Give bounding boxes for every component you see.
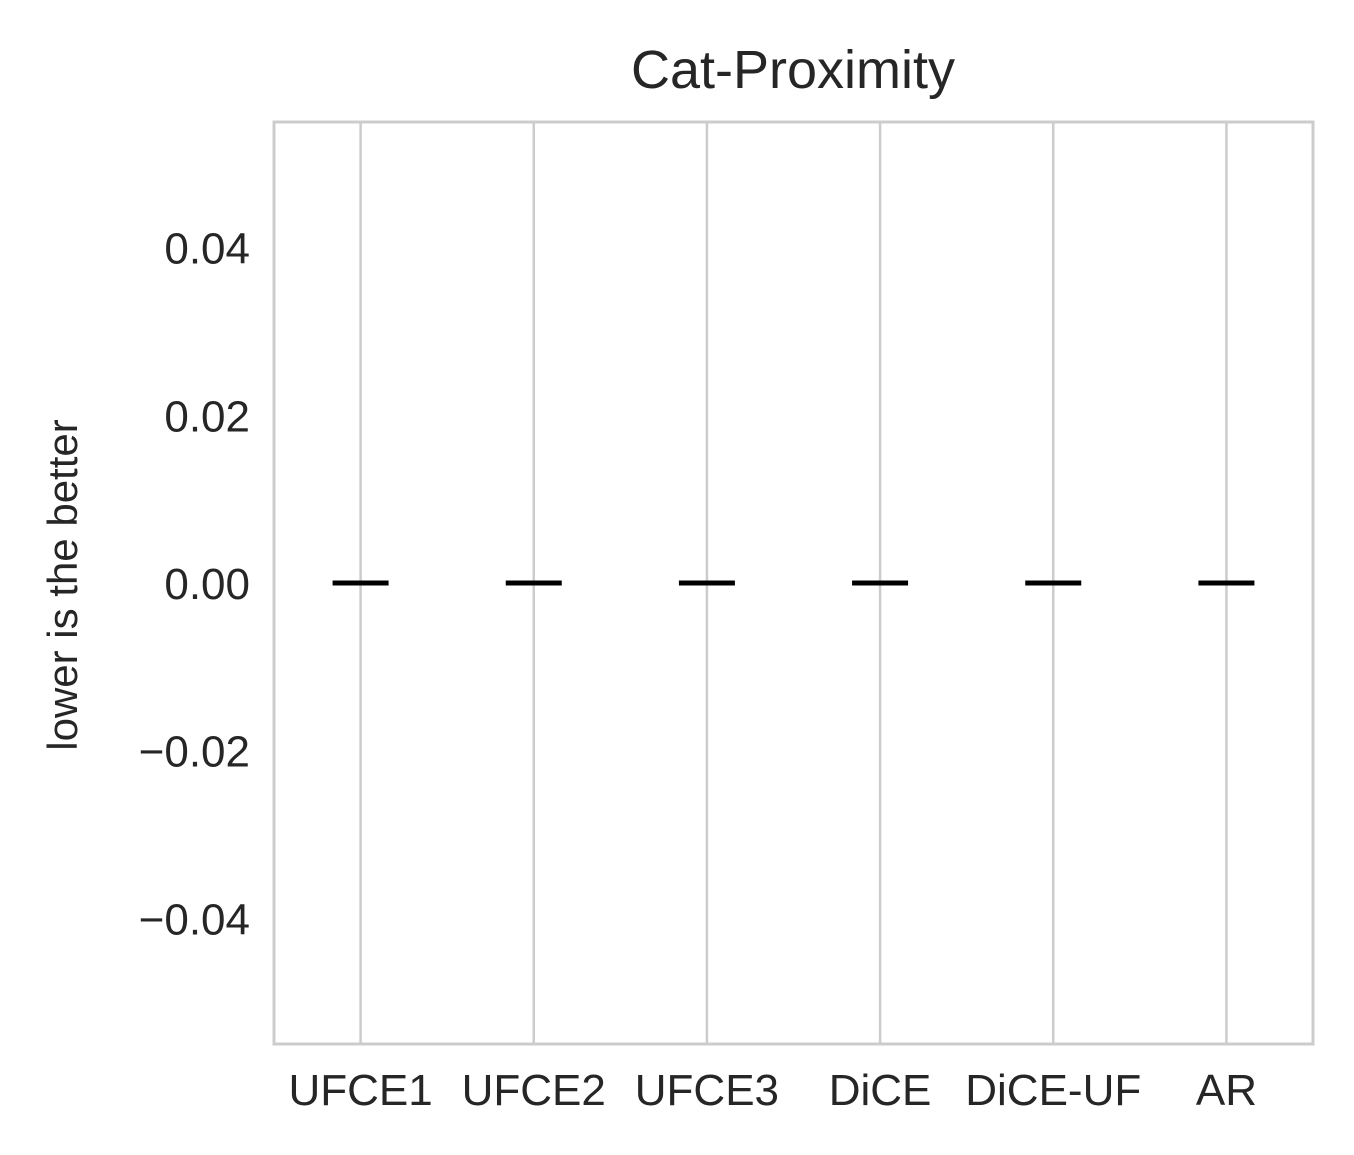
y-tick-label: 0.02: [164, 392, 250, 441]
x-tick-label-ufce2: UFCE2: [462, 1066, 606, 1115]
y-axis-label: lower is the better: [39, 419, 86, 751]
x-tick-label-dice: DiCE: [829, 1066, 932, 1115]
x-tick-labels: UFCE1 UFCE2 UFCE3 DiCE DiCE-UF AR: [288, 1066, 1257, 1115]
plot-frame: [272, 120, 1315, 1046]
x-tick-label-ar: AR: [1196, 1066, 1257, 1115]
grid-lines: [359, 122, 1228, 1044]
y-tick-label: 0.00: [164, 560, 250, 609]
y-tick-labels: −0.04 −0.02 0.00 0.02 0.04: [139, 225, 250, 945]
x-tick-label-dice-uf: DiCE-UF: [965, 1066, 1141, 1115]
x-tick-label-ufce3: UFCE3: [635, 1066, 779, 1115]
y-tick-label: −0.04: [139, 895, 250, 944]
chart-title: Cat-Proximity: [631, 40, 955, 100]
y-tick-label: 0.04: [164, 225, 250, 274]
x-tick-label-ufce1: UFCE1: [288, 1066, 432, 1115]
y-tick-label: −0.02: [139, 728, 250, 777]
